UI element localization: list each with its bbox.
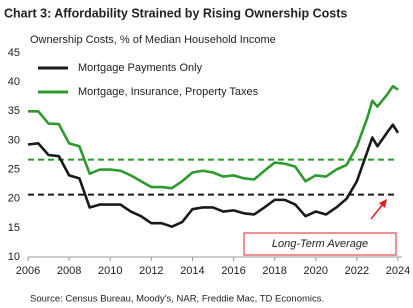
chart-title: Chart 3: Affordability Strained by Risin… xyxy=(4,6,347,20)
annotation: Long-Term Average xyxy=(272,238,368,250)
source: Source: Census Bureau, Moody's, NAR, Fre… xyxy=(30,294,324,305)
y-tick-label: 20 xyxy=(8,193,20,205)
y-tick-label: 45 xyxy=(8,47,20,59)
x-tick-label: 2008 xyxy=(57,265,81,277)
series-line xyxy=(28,84,399,190)
y-tick-label: 25 xyxy=(8,163,20,175)
x-tick-label: 2012 xyxy=(139,265,163,277)
arrow-head xyxy=(379,199,387,208)
y-tick-label: 10 xyxy=(8,251,20,263)
chart-subtitle: Ownership Costs, % of Median Household I… xyxy=(30,34,276,46)
legend-label: Mortgage Payments Only xyxy=(78,62,203,74)
y-tick-label: 40 xyxy=(8,76,20,88)
x-tick-label: 2006 xyxy=(16,265,40,277)
x-tick-label: 2020 xyxy=(304,265,328,277)
x-tick-label: 2014 xyxy=(180,265,204,277)
y-tick-label: 15 xyxy=(8,222,20,234)
series-line xyxy=(27,123,400,228)
x-tick-label: 2016 xyxy=(221,265,245,277)
annotation-arrow xyxy=(370,203,384,220)
annotation-box xyxy=(243,232,397,256)
y-tick-label: 35 xyxy=(8,105,20,117)
legend-label: Mortgage, Insurance, Property Taxes xyxy=(78,86,259,98)
x-tick-label: 2018 xyxy=(262,265,286,277)
y-tick-label: 30 xyxy=(8,134,20,146)
x-tick-label: 2022 xyxy=(345,265,369,277)
x-tick-label: 2010 xyxy=(98,265,122,277)
x-tick-label: 2024 xyxy=(386,265,410,277)
